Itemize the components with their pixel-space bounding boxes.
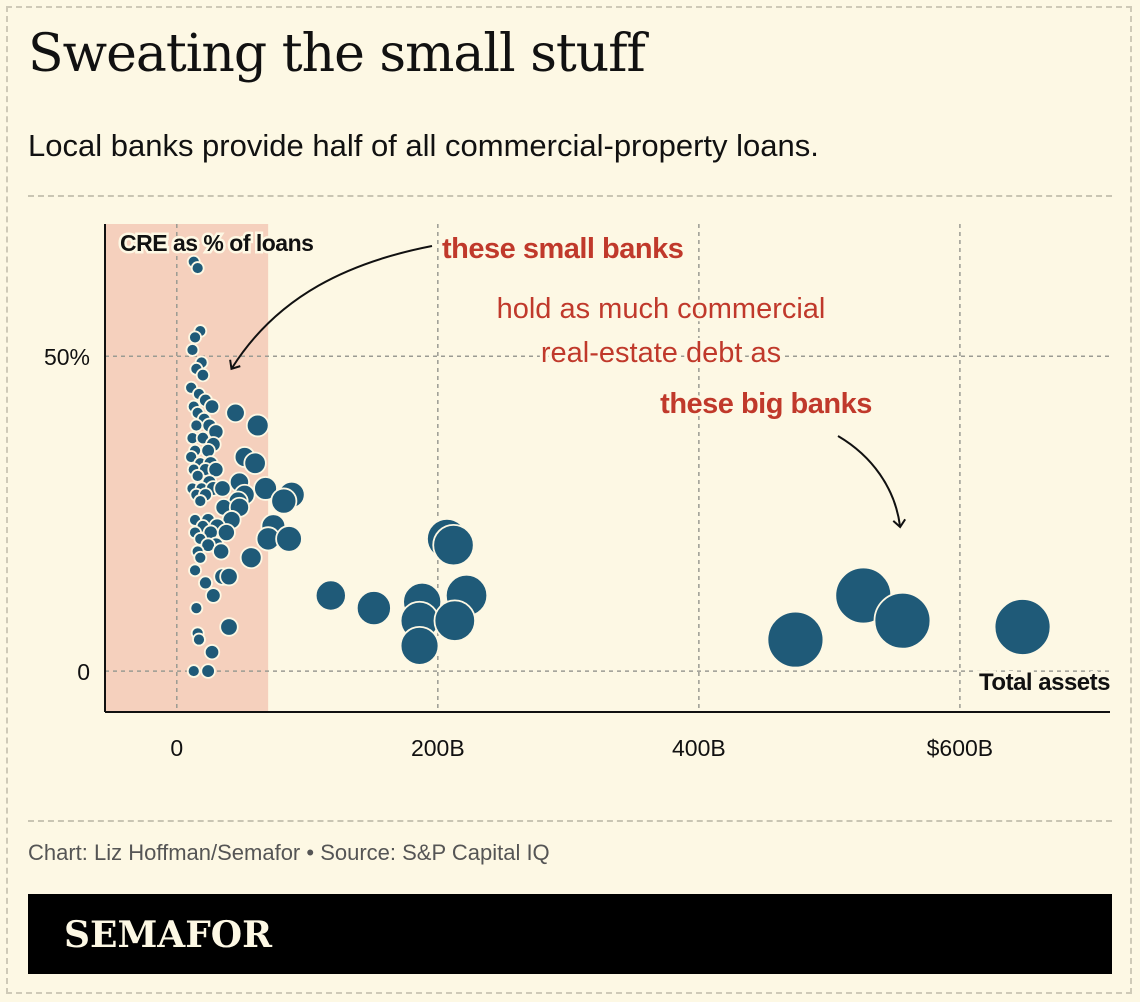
bank-point — [216, 523, 236, 543]
bank-point — [200, 663, 216, 679]
bank-point — [190, 261, 205, 275]
x-tick-label: $600B — [927, 735, 994, 761]
annotation-big-banks: these big banks — [660, 388, 872, 420]
bank-point — [275, 525, 303, 553]
x-tick-label: 200B — [411, 735, 465, 761]
bank-point — [188, 563, 202, 578]
brand-bar: SEMAFOR — [28, 894, 1112, 974]
chart-frame — [6, 6, 1132, 994]
bank-point — [432, 523, 475, 567]
annotation-small-banks: these small banks — [442, 233, 683, 265]
top-divider — [28, 195, 1112, 197]
bank-point — [873, 591, 932, 650]
bank-point — [355, 590, 392, 627]
annotation-line-1: hold as much commercial — [497, 293, 826, 325]
semafor-logo: SEMAFOR — [64, 914, 273, 956]
bank-point — [184, 450, 199, 464]
bank-point — [245, 413, 270, 438]
bank-point — [198, 575, 213, 591]
bank-point — [188, 330, 202, 345]
bank-point — [203, 398, 221, 415]
bank-point — [205, 587, 222, 604]
x-tick-label: 0 — [170, 735, 183, 761]
bank-point — [433, 599, 476, 642]
arrow-to-small-banks — [229, 245, 433, 371]
bank-point — [185, 343, 200, 357]
bank-point — [193, 550, 208, 565]
small-bank-highlight-band — [105, 224, 269, 712]
chart-subtitle: Local banks provide half of all commerci… — [28, 128, 819, 163]
bank-point — [766, 610, 825, 669]
bank-point — [993, 598, 1052, 656]
bank-point — [200, 442, 216, 459]
bottom-divider — [28, 820, 1112, 822]
bank-point — [195, 368, 211, 383]
bank-point — [243, 451, 267, 475]
annotation-line-2: real-estate debt as — [541, 337, 781, 369]
bank-point — [213, 479, 232, 498]
bank-point — [212, 542, 231, 561]
bank-point — [190, 468, 205, 483]
chart-credit: Chart: Liz Hoffman/Semafor • Source: S&P… — [28, 840, 550, 865]
x-tick-label: 400B — [672, 735, 726, 761]
bank-point — [253, 476, 278, 501]
bank-point — [270, 487, 298, 515]
x-axis-label: Total assets — [979, 669, 1110, 696]
bank-point — [186, 664, 201, 678]
arrow-to-big-banks — [837, 435, 907, 529]
bank-point — [219, 617, 239, 637]
bank-point — [189, 601, 204, 616]
bank-point — [225, 402, 246, 424]
bank-point — [207, 461, 225, 479]
bank-point — [399, 626, 440, 666]
bank-point — [203, 644, 221, 661]
chart-title: Sweating the small stuff — [28, 24, 646, 84]
bank-point — [219, 566, 239, 587]
bank-point — [193, 494, 208, 508]
bank-point — [189, 418, 204, 433]
y-tick-label: 0 — [77, 659, 90, 685]
y-axis-label: CRE as % of loans — [120, 230, 313, 256]
bank-point — [192, 632, 206, 647]
bank-point — [314, 579, 347, 612]
y-tick-label: 50% — [44, 344, 90, 370]
bank-point — [239, 546, 263, 570]
